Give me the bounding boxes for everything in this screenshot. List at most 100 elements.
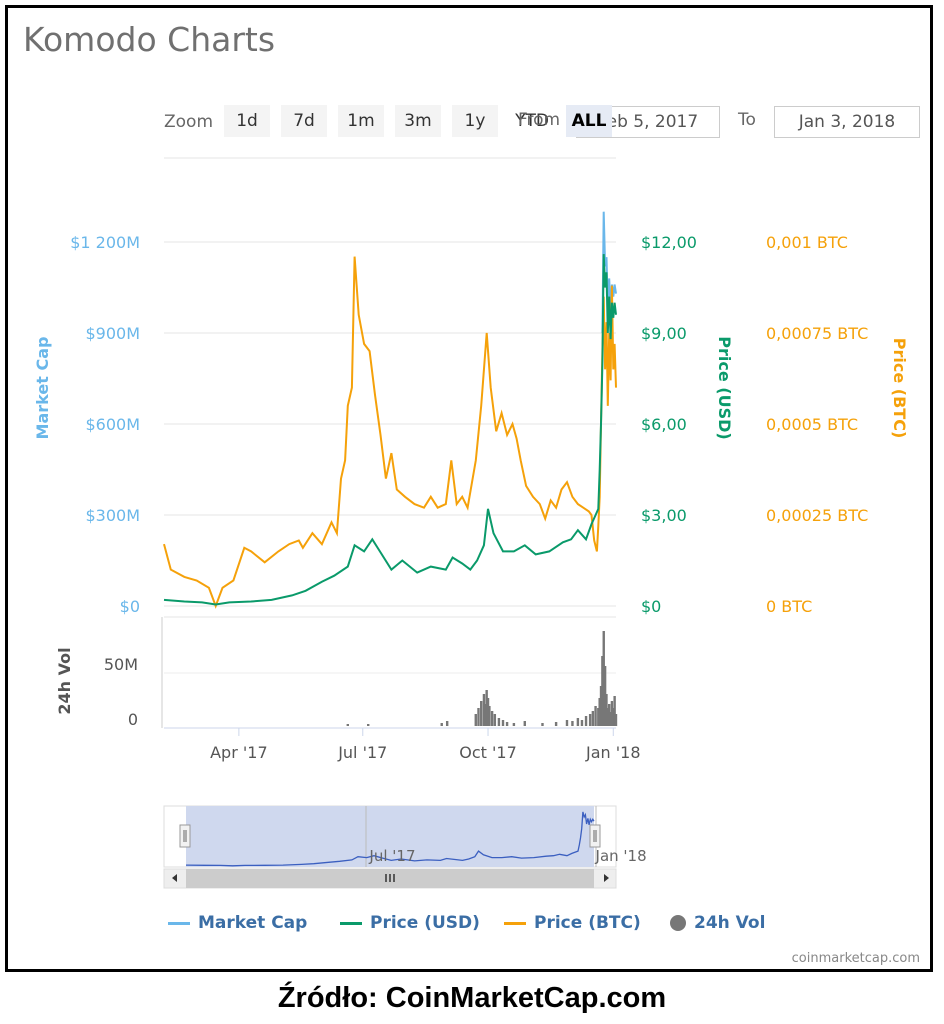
volume-bar	[440, 723, 443, 726]
volume-bar	[505, 722, 509, 726]
legend-line-icon	[504, 921, 526, 925]
price-usd-axis-title: Price (USD)	[715, 336, 734, 439]
volume-bar	[599, 686, 603, 726]
x-tick-label: Apr '17	[210, 743, 268, 762]
navigator-tick-label: Jan '18	[595, 847, 647, 865]
volume-bar	[613, 696, 616, 726]
price-btc-tick-label: 0,0005 BTC	[766, 415, 858, 434]
volume-bar	[601, 656, 604, 726]
zoom-ytd-button[interactable]: YTD	[515, 111, 549, 131]
volume-bar	[607, 704, 611, 726]
volume-bar	[598, 698, 601, 726]
price-btc-tick-label: 0,00025 BTC	[766, 506, 868, 525]
navigator-handle-left[interactable]	[179, 824, 191, 848]
volume-bar	[523, 721, 526, 726]
scroll-right-arrow-icon[interactable]	[604, 874, 609, 882]
volume-bar	[486, 698, 490, 726]
volume-bar	[445, 721, 449, 726]
volume-bar	[565, 720, 569, 726]
to-label: To	[738, 110, 756, 130]
zoom-3m-button[interactable]: 3m	[395, 105, 441, 137]
source-caption: Źródło: CoinMarketCap.com	[277, 982, 667, 1014]
page-title: Komodo Charts	[23, 20, 276, 59]
x-axis-ticks: Apr '17 Jul '17 Oct '17 Jan '18	[210, 728, 641, 762]
legend-line-icon	[168, 921, 190, 925]
legend-item-price-btc[interactable]: Price (BTC)	[504, 913, 641, 933]
credit-link[interactable]: coinmarketcap.com	[791, 951, 920, 966]
volume-bar	[490, 711, 494, 726]
volume-bar	[497, 718, 501, 726]
volume-bar	[588, 714, 592, 726]
volume-bar	[576, 718, 580, 726]
zoom-1y-button[interactable]: 1y	[452, 105, 498, 137]
market-cap-tick-label: $1 200M	[70, 233, 140, 252]
from-label: From	[518, 110, 561, 130]
volume-bar	[610, 701, 614, 726]
price-btc-tick-label: 0,001 BTC	[766, 233, 848, 252]
navigator-tick-label: Jul '17	[368, 847, 415, 865]
volume-bar	[480, 701, 483, 726]
zoom-1d-button[interactable]: 1d	[224, 105, 270, 137]
legend-item-24h-vol[interactable]: 24h Vol	[670, 913, 765, 933]
price-usd-axis-ticks: $0 $3,00 $6,00 $9,00 $12,00	[641, 233, 697, 616]
volume-bar	[580, 720, 584, 726]
legend-label: 24h Vol	[694, 913, 766, 933]
volume-bar	[603, 666, 607, 726]
legend-line-icon	[340, 921, 362, 925]
volume-bar	[367, 724, 370, 726]
to-date-input[interactable]: Jan 3, 2018	[774, 106, 920, 138]
x-tick-label: Jul '17	[337, 743, 387, 762]
legend-item-price-usd[interactable]: Price (USD)	[340, 913, 480, 933]
navigator-ticks: Jul '17 Jan '18	[368, 847, 646, 865]
scroll-left-arrow-icon[interactable]	[172, 874, 177, 882]
x-tick-label: Oct '17	[459, 743, 517, 762]
zoom-1m-button[interactable]: 1m	[338, 105, 384, 137]
market-cap-tick-label: $300M	[85, 506, 140, 525]
volume-bar	[488, 706, 491, 726]
volume-bar	[484, 704, 487, 726]
volume-bar	[602, 631, 605, 726]
volume-bars	[346, 631, 618, 726]
market-cap-tick-label: $600M	[85, 415, 140, 434]
volume-axis-title: 24h Vol	[55, 647, 74, 714]
volume-bar	[501, 720, 505, 726]
price-btc-axis-title: Price (BTC)	[890, 338, 909, 438]
legend-label: Price (USD)	[370, 913, 480, 933]
legend-dot-icon	[670, 915, 686, 931]
legend-label: Price (BTC)	[534, 913, 641, 933]
volume-bar	[584, 716, 588, 726]
x-tick-label: Jan '18	[585, 743, 641, 762]
series-line-market-cap	[601, 211, 617, 334]
volume-bar	[477, 708, 480, 726]
navigator-selection[interactable]	[186, 806, 594, 867]
zoom-all-button[interactable]: ALL	[566, 105, 612, 137]
chart-svg: Apr '17 Jul '17 Oct '17 Jan '18 $0 $300M $600…	[33, 157, 909, 889]
legend-label: Market Cap	[198, 913, 308, 933]
volume-tick-label: 50M	[104, 655, 138, 674]
market-cap-axis-ticks: $0 $300M $600M $900M $1 200M	[70, 233, 140, 616]
volume-bar	[474, 714, 477, 726]
volume-bar	[346, 724, 349, 726]
volume-bar	[597, 708, 600, 726]
volume-bar	[605, 694, 608, 726]
navigator-handle-right[interactable]	[589, 824, 601, 848]
grid	[164, 241, 616, 674]
price-btc-axis-ticks: 0 BTC 0,00025 BTC 0,0005 BTC 0,00075 BTC 0,0…	[766, 233, 868, 616]
market-cap-tick-label: $900M	[85, 324, 140, 343]
price-usd-tick-label: $12,00	[641, 233, 697, 252]
volume-bar	[512, 723, 516, 726]
volume-bar	[612, 708, 615, 726]
price-usd-tick-label: $6,00	[641, 415, 687, 434]
volume-bar	[541, 723, 544, 726]
volume-bar	[485, 690, 488, 726]
volume-bar	[606, 708, 610, 726]
price-usd-tick-label: $9,00	[641, 324, 687, 343]
series-line-price-btc	[163, 256, 617, 609]
market-cap-tick-label: $0	[120, 597, 140, 616]
volume-bar	[594, 706, 597, 726]
zoom-7d-button[interactable]: 7d	[281, 105, 327, 137]
volume-tick-label: 0	[128, 710, 138, 729]
legend-item-market-cap[interactable]: Market Cap	[168, 913, 307, 933]
price-btc-tick-label: 0 BTC	[766, 597, 812, 616]
volume-axis-ticks: 0 50M	[104, 655, 138, 729]
